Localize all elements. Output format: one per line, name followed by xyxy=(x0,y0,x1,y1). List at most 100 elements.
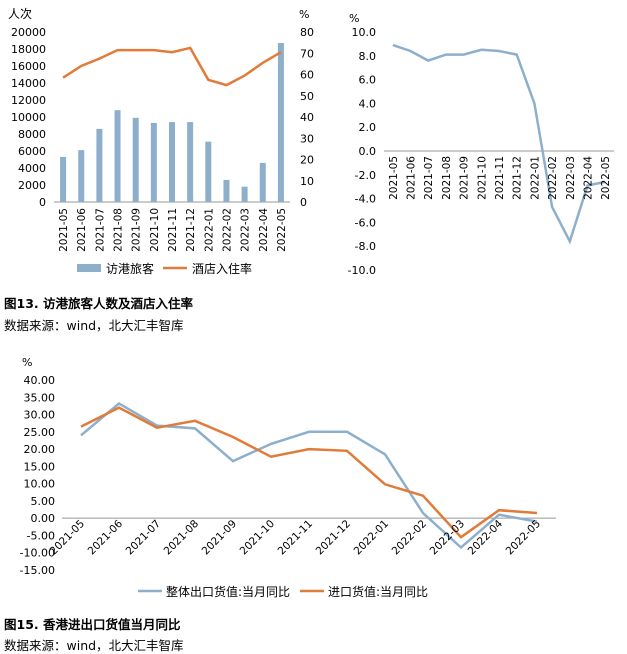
bar-visitors xyxy=(259,162,266,202)
x-tick-label: 2021-08 xyxy=(162,518,202,558)
left-tick-label: 8000 xyxy=(18,128,46,141)
x-tick-label: 2022-04 xyxy=(582,156,594,200)
y-tick-label: -10.0 xyxy=(348,264,376,277)
x-tick-label: 2021-09 xyxy=(200,518,240,558)
bar-visitors xyxy=(150,122,157,202)
left-tick-label: 0 xyxy=(39,196,46,209)
y-tick-label: 2.0 xyxy=(359,121,377,134)
y-tick-label: 0.0 xyxy=(359,145,377,158)
y-tick-label: -4.0 xyxy=(355,193,376,206)
right-tick-label: 40 xyxy=(300,111,314,124)
left-axis-unit: 人次 xyxy=(8,7,32,21)
y-tick-label: -8.0 xyxy=(355,240,376,253)
legend-label-export: 整体出口货值:当月同比 xyxy=(166,584,290,599)
bar-visitors xyxy=(241,186,248,202)
bar-visitors xyxy=(132,117,139,202)
x-tick-label: 2021-10 xyxy=(238,518,278,558)
x-tick-label: 2021-11 xyxy=(167,208,179,252)
x-tick-label: 2021-09 xyxy=(459,156,471,200)
x-tick-label: 2021-10 xyxy=(476,156,488,200)
line-series xyxy=(392,43,606,245)
x-tick-label: 2022-02 xyxy=(390,518,430,558)
x-tick-label: 2022-05 xyxy=(276,208,288,252)
x-tick-label: 2021-08 xyxy=(113,208,125,252)
figure15-source: 数据来源：wind，北大汇丰智库 xyxy=(4,638,184,653)
figure15-caption: 图15. 香港进出口货值当月同比 xyxy=(4,617,181,632)
bar-visitors xyxy=(114,110,121,202)
left-tick-label: 10000 xyxy=(11,111,46,124)
x-tick-label: 2021-07 xyxy=(124,518,164,558)
x-tick-label: 2021-05 xyxy=(388,156,400,200)
bar-visitors xyxy=(223,179,230,202)
y-tick-label: 0.00 xyxy=(31,512,56,525)
x-tick-label: 2021-06 xyxy=(406,156,418,200)
left-tick-label: 12000 xyxy=(11,94,46,107)
left-tick-label: 14000 xyxy=(11,77,46,90)
x-tick-label: 2022-03 xyxy=(240,208,252,252)
right-tick-label: 50 xyxy=(300,90,314,103)
line-hotel-occupancy xyxy=(62,46,282,87)
y-axis-unit: % xyxy=(22,356,32,369)
y-tick-label: 30.00 xyxy=(24,409,56,422)
x-tick-label: 2022-01 xyxy=(203,208,215,252)
x-tick-label: 2021-07 xyxy=(423,156,435,200)
x-tick-label: 2022-03 xyxy=(565,156,577,200)
bar-visitors xyxy=(169,122,175,202)
bar-visitors xyxy=(277,43,284,202)
bar-visitors xyxy=(205,141,212,202)
x-tick-label: 2022-02 xyxy=(221,208,233,252)
bar-visitors xyxy=(187,122,194,202)
right-tick-label: 70 xyxy=(300,47,314,60)
x-tick-label: 2021-06 xyxy=(86,518,126,558)
right-tick-label: 80 xyxy=(300,26,314,39)
bar-visitors xyxy=(78,150,85,202)
x-tick-label: 2021-11 xyxy=(494,156,506,200)
x-tick-label: 2021-08 xyxy=(441,156,453,200)
x-tick-label: 2021-12 xyxy=(512,156,524,200)
x-tick-label: 2021-09 xyxy=(131,208,143,252)
y-tick-label: 35.00 xyxy=(24,391,56,404)
y-tick-label: 4.0 xyxy=(359,97,377,110)
y-tick-label: -10.00 xyxy=(20,547,55,560)
left-tick-label: 20000 xyxy=(11,26,46,39)
y-tick-label: -6.0 xyxy=(355,216,376,229)
right-tick-label: 0 xyxy=(300,196,307,209)
x-tick-label: 2021-10 xyxy=(149,208,161,252)
x-tick-label: 2022-05 xyxy=(600,156,612,200)
left-tick-label: 18000 xyxy=(11,43,46,56)
line-export-yoy xyxy=(80,401,538,550)
x-tick-label: 2021-12 xyxy=(314,518,354,558)
right-tick-label: 10 xyxy=(300,175,314,188)
y-axis-unit: % xyxy=(349,12,359,25)
x-tick-label: 2021-07 xyxy=(94,208,106,252)
y-tick-label: -15.00 xyxy=(20,564,55,577)
bar-visitors xyxy=(60,156,67,202)
y-tick-label: 25.00 xyxy=(24,426,56,439)
figure13-source: 数据来源：wind，北大汇丰智库 xyxy=(4,318,184,333)
figure13-caption: 图13. 访港旅客人数及酒店入住率 xyxy=(4,296,193,311)
x-tick-label: 2021-06 xyxy=(76,208,88,252)
x-tick-label: 2022-04 xyxy=(258,208,270,252)
y-tick-label: 10.00 xyxy=(24,478,56,491)
right-tick-label: 30 xyxy=(300,132,314,145)
x-tick-label: 2022-02 xyxy=(547,156,559,200)
y-tick-label: 20.00 xyxy=(24,443,56,456)
left-tick-label: 4000 xyxy=(18,162,46,175)
line-import-yoy xyxy=(80,406,538,539)
y-tick-label: 5.00 xyxy=(31,495,56,508)
y-tick-label: -5.00 xyxy=(27,529,55,542)
right-tick-label: 20 xyxy=(300,154,314,167)
x-tick-label: 2022-01 xyxy=(529,156,541,200)
y-tick-label: 8.0 xyxy=(359,50,377,63)
legend-label-import: 进口货值:当月同比 xyxy=(328,584,428,599)
x-tick-label: 2021-05 xyxy=(58,208,70,252)
left-tick-label: 6000 xyxy=(18,145,46,158)
legend-label-hotel: 酒店入住率 xyxy=(192,261,252,276)
y-tick-label: 15.00 xyxy=(24,460,56,473)
left-tick-label: 16000 xyxy=(11,60,46,73)
legend-label-visitors: 访港旅客 xyxy=(106,261,154,276)
left-tick-label: 2000 xyxy=(18,179,46,192)
y-tick-label: 6.0 xyxy=(359,74,377,87)
y-tick-label: 10.0 xyxy=(352,26,377,39)
